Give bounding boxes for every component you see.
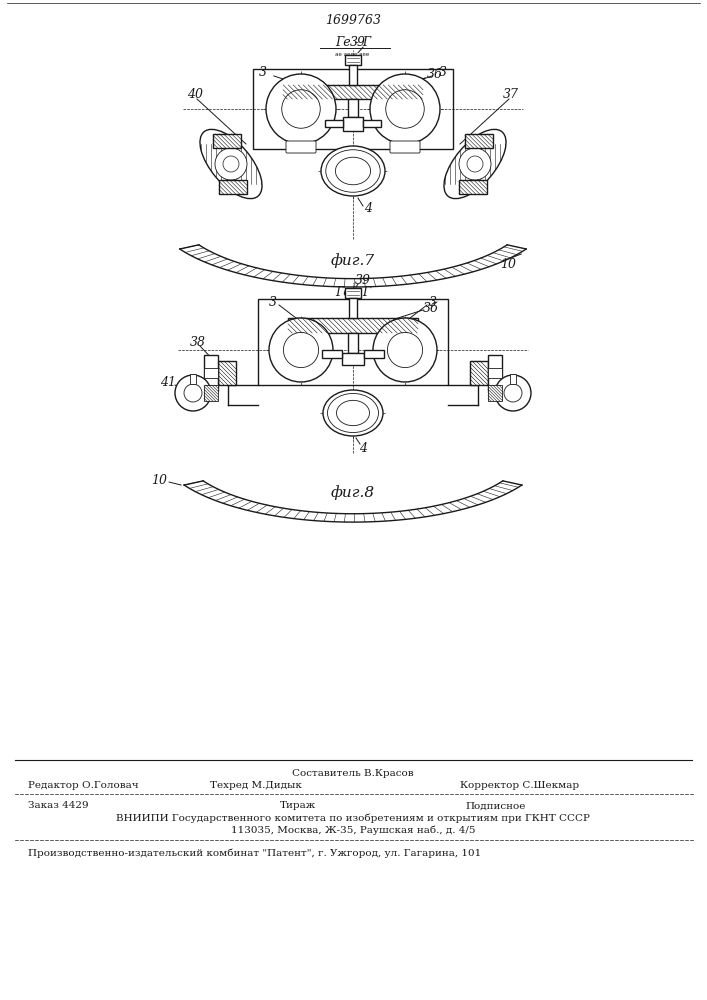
Text: ВНИИПИ Государственного комитета по изобретениям и открытиям при ГКНТ СССР: ВНИИПИ Государственного комитета по изоб…: [116, 813, 590, 823]
Ellipse shape: [321, 146, 385, 196]
Bar: [349, 298, 357, 318]
Text: 3б: 3б: [423, 302, 439, 314]
Text: Редактор О.Головач: Редактор О.Головач: [28, 782, 139, 790]
Text: Корректор С.Шекмар: Корректор С.Шекмар: [460, 782, 579, 790]
Text: 10: 10: [500, 257, 516, 270]
Text: 41: 41: [160, 376, 176, 389]
Bar: [204, 355, 218, 391]
Bar: [258, 299, 448, 385]
Bar: [213, 134, 241, 148]
Text: фиг.8: фиг.8: [331, 486, 375, 500]
Bar: [204, 368, 218, 378]
Bar: [283, 85, 423, 99]
Circle shape: [373, 318, 437, 382]
Text: 3: 3: [269, 296, 277, 308]
Text: Ге - Г: Ге - Г: [335, 35, 371, 48]
Circle shape: [266, 74, 336, 144]
Text: Ге - Г: Ге - Г: [335, 286, 371, 300]
Text: 1699763: 1699763: [325, 13, 381, 26]
Text: Тираж: Тираж: [280, 802, 316, 810]
FancyBboxPatch shape: [390, 141, 420, 153]
Circle shape: [215, 148, 247, 180]
Bar: [488, 385, 502, 401]
Text: 4: 4: [364, 202, 372, 216]
Ellipse shape: [444, 129, 506, 199]
Bar: [459, 180, 487, 194]
Text: Техред М.Дидык: Техред М.Дидык: [210, 782, 302, 790]
Bar: [348, 99, 358, 117]
Text: 3: 3: [259, 66, 267, 80]
Text: 40: 40: [187, 88, 203, 101]
Bar: [488, 368, 502, 378]
Text: Составитель В.Красов: Составитель В.Красов: [292, 770, 414, 778]
FancyBboxPatch shape: [286, 141, 316, 153]
Ellipse shape: [200, 129, 262, 199]
Bar: [325, 120, 343, 127]
Text: 113035, Москва, Ж-35, Раушская наб., д. 4/5: 113035, Москва, Ж-35, Раушская наб., д. …: [230, 825, 475, 835]
Text: 39: 39: [355, 273, 371, 286]
Bar: [348, 333, 358, 353]
Bar: [219, 180, 247, 194]
Bar: [488, 355, 502, 391]
Text: 37: 37: [503, 88, 519, 101]
Bar: [363, 120, 381, 127]
Bar: [345, 288, 361, 298]
Bar: [218, 361, 236, 385]
Circle shape: [370, 74, 440, 144]
Ellipse shape: [323, 390, 383, 436]
Bar: [288, 318, 418, 333]
Bar: [364, 350, 384, 358]
Bar: [322, 350, 342, 358]
Bar: [345, 55, 361, 65]
Text: 3б: 3б: [427, 68, 443, 82]
Text: 4: 4: [359, 442, 367, 454]
Circle shape: [175, 375, 211, 411]
Bar: [190, 374, 196, 384]
Text: 10: 10: [151, 474, 167, 487]
Text: 3: 3: [429, 296, 437, 308]
Bar: [343, 117, 363, 131]
Text: ае аеее аее: ае аеее аее: [335, 52, 369, 57]
Text: 3: 3: [439, 66, 447, 80]
Bar: [465, 134, 493, 148]
Circle shape: [269, 318, 333, 382]
Bar: [349, 65, 357, 85]
Bar: [342, 353, 364, 365]
Text: Производственно-издательский комбинат "Патент", г. Ужгород, ул. Гагарина, 101: Производственно-издательский комбинат "П…: [28, 848, 481, 858]
Text: фиг.7: фиг.7: [331, 254, 375, 268]
Text: Заказ 4429: Заказ 4429: [28, 802, 88, 810]
Circle shape: [495, 375, 531, 411]
Text: 38: 38: [190, 336, 206, 350]
Bar: [204, 385, 218, 401]
Circle shape: [459, 148, 491, 180]
Bar: [510, 374, 516, 384]
Bar: [253, 69, 453, 149]
Text: 39: 39: [350, 36, 366, 49]
Bar: [470, 361, 488, 385]
Text: Подписное: Подписное: [465, 802, 525, 810]
